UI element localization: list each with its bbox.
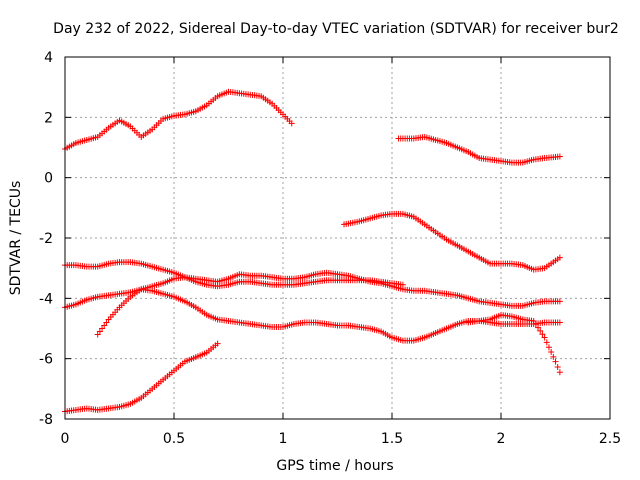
data-point (532, 321, 539, 328)
x-tick-label: 0.5 (163, 431, 185, 447)
data-point (550, 353, 557, 360)
data-point (545, 344, 552, 351)
data-point (537, 327, 544, 334)
y-tick-label: 0 (44, 171, 53, 187)
series-track-5 (62, 269, 563, 311)
ticks: 0 0.5 1 1.5 2 2.5 -8 -6 -4 -2 0 2 4 (39, 50, 621, 447)
data-point (554, 363, 561, 370)
y-axis-label: SDTVAR / TECUs (8, 181, 24, 296)
data-point (535, 324, 542, 331)
series-track-1 (62, 88, 295, 153)
data-point (556, 319, 563, 326)
x-tick-label: 1.5 (381, 431, 403, 447)
data-point (288, 120, 295, 127)
x-tick-label: 0 (61, 431, 70, 447)
data-point (99, 325, 106, 332)
data-layer (62, 88, 563, 415)
chart-title: Day 232 of 2022, Sidereal Day-to-day VTE… (53, 21, 619, 37)
data-point (556, 369, 563, 376)
data-point (539, 331, 546, 338)
y-tick-label: -8 (39, 412, 53, 428)
data-point (556, 298, 563, 305)
data-point (103, 319, 110, 326)
x-tick-label: 2.5 (599, 431, 621, 447)
series-track-7 (465, 311, 563, 376)
data-point (101, 322, 108, 329)
data-point (96, 328, 103, 335)
series-track-3 (341, 210, 563, 273)
data-point (214, 340, 221, 347)
series-track-2 (395, 133, 563, 166)
series-track-6 (94, 286, 563, 344)
data-point (541, 334, 548, 341)
y-tick-label: 2 (44, 110, 53, 126)
data-point (556, 254, 563, 261)
data-point (552, 358, 559, 365)
x-tick-label: 1 (279, 431, 288, 447)
x-axis-label: GPS time / hours (276, 458, 393, 474)
data-point (543, 339, 550, 346)
x-tick-label: 2 (497, 431, 506, 447)
y-tick-label: -2 (39, 231, 53, 247)
y-tick-label: 4 (44, 50, 53, 66)
data-point (548, 349, 555, 356)
series-track-4 (62, 259, 406, 290)
y-tick-label: -4 (39, 291, 53, 307)
y-tick-label: -6 (39, 352, 53, 368)
data-point (94, 331, 101, 338)
data-point (530, 317, 537, 324)
data-point (556, 153, 563, 160)
series-track-8 (62, 340, 221, 415)
